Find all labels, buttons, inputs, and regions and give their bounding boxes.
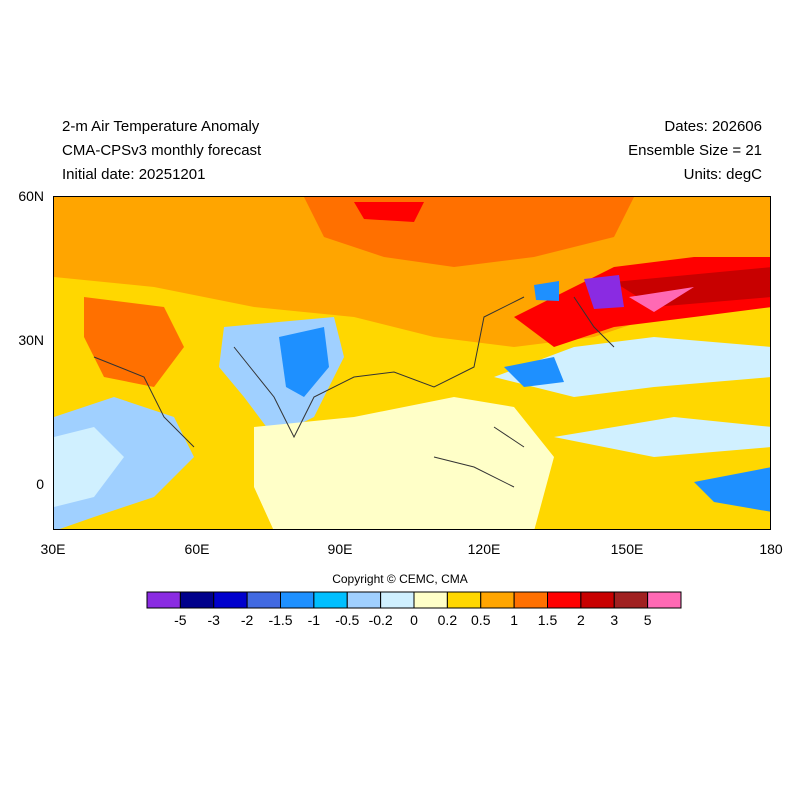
colorbar-label: -1.5 (268, 612, 293, 628)
colorbar-swatch (213, 591, 248, 609)
colorbar-swatch (513, 591, 548, 609)
lon-tick-90e: 90E (327, 541, 353, 557)
units-label: Units: degC (683, 166, 762, 183)
colorbar-label: 5 (643, 612, 652, 628)
ensemble-size: Ensemble Size = 21 (628, 142, 762, 159)
lat-tick-60n: 60N (18, 188, 44, 204)
temperature-anomaly-map (53, 196, 771, 530)
colorbar-label: -1 (307, 612, 321, 628)
lon-tick-30e: 30E (40, 541, 66, 557)
colorbar-label: 2 (576, 612, 585, 628)
colorbar-label: -0.2 (368, 612, 393, 628)
colorbar-swatch (547, 591, 582, 609)
colorbar-swatch (580, 591, 615, 609)
colorbar-swatch (446, 591, 482, 609)
colorbar-swatch (480, 591, 515, 609)
colorbar-label: -2 (240, 612, 254, 628)
colorbar-swatch (246, 591, 281, 609)
model-name: CMA-CPSv3 monthly forecast (62, 142, 262, 159)
map-title: 2-m Air Temperature Anomaly (62, 118, 260, 135)
colorbar-swatch (413, 591, 448, 609)
lat-tick-30n: 30N (18, 332, 44, 348)
forecast-dates: Dates: 202606 (664, 118, 762, 135)
colorbar-label: 0.2 (437, 612, 458, 628)
lon-tick-180: 180 (759, 541, 783, 557)
colorbar-label: 3 (610, 612, 619, 628)
colorbar-swatch (179, 591, 215, 609)
lon-tick-150e: 150E (610, 541, 644, 557)
colorbar-label: -0.5 (335, 612, 360, 628)
colorbar-swatch (313, 591, 348, 609)
lon-tick-60e: 60E (184, 541, 210, 557)
initial-date: Initial date: 20251201 (62, 166, 206, 183)
colorbar-swatch (613, 591, 649, 609)
colorbar-swatch (380, 591, 415, 609)
anomaly-field (54, 197, 770, 529)
colorbar-label: 1.5 (537, 612, 558, 628)
copyright-notice: Copyright © CEMC, CMA (332, 572, 468, 586)
colorbar-label: 1 (510, 612, 519, 628)
colorbar-swatch (146, 591, 181, 609)
colorbar-label: 0 (410, 612, 418, 628)
colorbar-label: 0.5 (471, 612, 491, 628)
lon-tick-120e: 120E (467, 541, 501, 557)
colorbar-swatch (280, 591, 315, 609)
colorbar-label: -5 (174, 612, 187, 628)
colorbar-swatch (346, 591, 382, 609)
colorbar (146, 591, 682, 609)
colorbar-label: -3 (207, 612, 220, 628)
colorbar-swatch (647, 591, 682, 609)
lat-tick-0: 0 (36, 476, 44, 492)
